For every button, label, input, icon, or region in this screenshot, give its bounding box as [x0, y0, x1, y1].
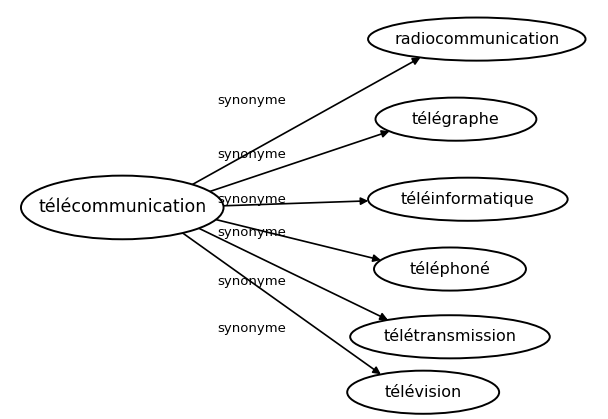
Text: radiocommunication: radiocommunication: [394, 31, 559, 47]
Ellipse shape: [368, 178, 568, 221]
Text: télégraphe: télégraphe: [412, 111, 500, 127]
Text: télévision: télévision: [384, 385, 462, 400]
Text: télétransmission: télétransmission: [384, 329, 516, 344]
Ellipse shape: [347, 371, 499, 414]
Ellipse shape: [376, 98, 536, 141]
Text: synonyme: synonyme: [218, 193, 286, 206]
Text: synonyme: synonyme: [218, 147, 286, 160]
Text: synonyme: synonyme: [218, 322, 286, 335]
Text: téléinformatique: téléinformatique: [401, 191, 534, 207]
Text: synonyme: synonyme: [218, 94, 286, 107]
Ellipse shape: [374, 248, 526, 291]
Text: synonyme: synonyme: [218, 275, 286, 288]
Text: synonyme: synonyme: [218, 225, 286, 238]
Ellipse shape: [350, 315, 550, 358]
Text: téléphoné: téléphoné: [410, 261, 491, 277]
Ellipse shape: [21, 176, 224, 239]
Text: télécommunication: télécommunication: [38, 199, 206, 217]
Ellipse shape: [368, 18, 586, 61]
